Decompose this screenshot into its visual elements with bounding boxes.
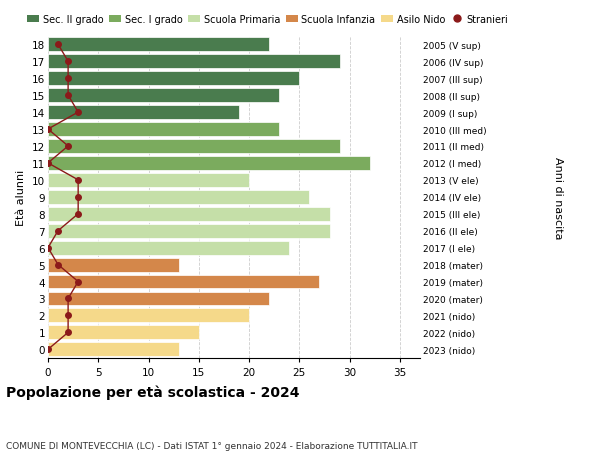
Bar bbox=[48, 258, 179, 272]
Bar bbox=[48, 38, 269, 52]
Bar bbox=[48, 123, 279, 137]
Bar bbox=[48, 55, 340, 69]
Bar bbox=[48, 342, 179, 357]
Bar bbox=[48, 174, 249, 187]
Bar bbox=[48, 292, 269, 306]
Bar bbox=[48, 72, 299, 86]
Bar bbox=[48, 241, 289, 255]
Bar bbox=[48, 224, 329, 238]
Bar bbox=[48, 140, 340, 154]
Legend: Sec. II grado, Sec. I grado, Scuola Primaria, Scuola Infanzia, Asilo Nido, Stran: Sec. II grado, Sec. I grado, Scuola Prim… bbox=[23, 11, 512, 28]
Y-axis label: Età alunni: Età alunni bbox=[16, 169, 26, 225]
Bar bbox=[48, 89, 279, 103]
Bar bbox=[48, 106, 239, 120]
Bar bbox=[48, 326, 199, 340]
Text: Popolazione per età scolastica - 2024: Popolazione per età scolastica - 2024 bbox=[6, 385, 299, 399]
Bar bbox=[48, 309, 249, 323]
Text: COMUNE DI MONTEVECCHIA (LC) - Dati ISTAT 1° gennaio 2024 - Elaborazione TUTTITAL: COMUNE DI MONTEVECCHIA (LC) - Dati ISTAT… bbox=[6, 441, 418, 450]
Bar bbox=[48, 157, 370, 170]
Y-axis label: Anni di nascita: Anni di nascita bbox=[553, 156, 563, 239]
Bar bbox=[48, 275, 319, 289]
Bar bbox=[48, 207, 329, 221]
Bar bbox=[48, 190, 310, 204]
